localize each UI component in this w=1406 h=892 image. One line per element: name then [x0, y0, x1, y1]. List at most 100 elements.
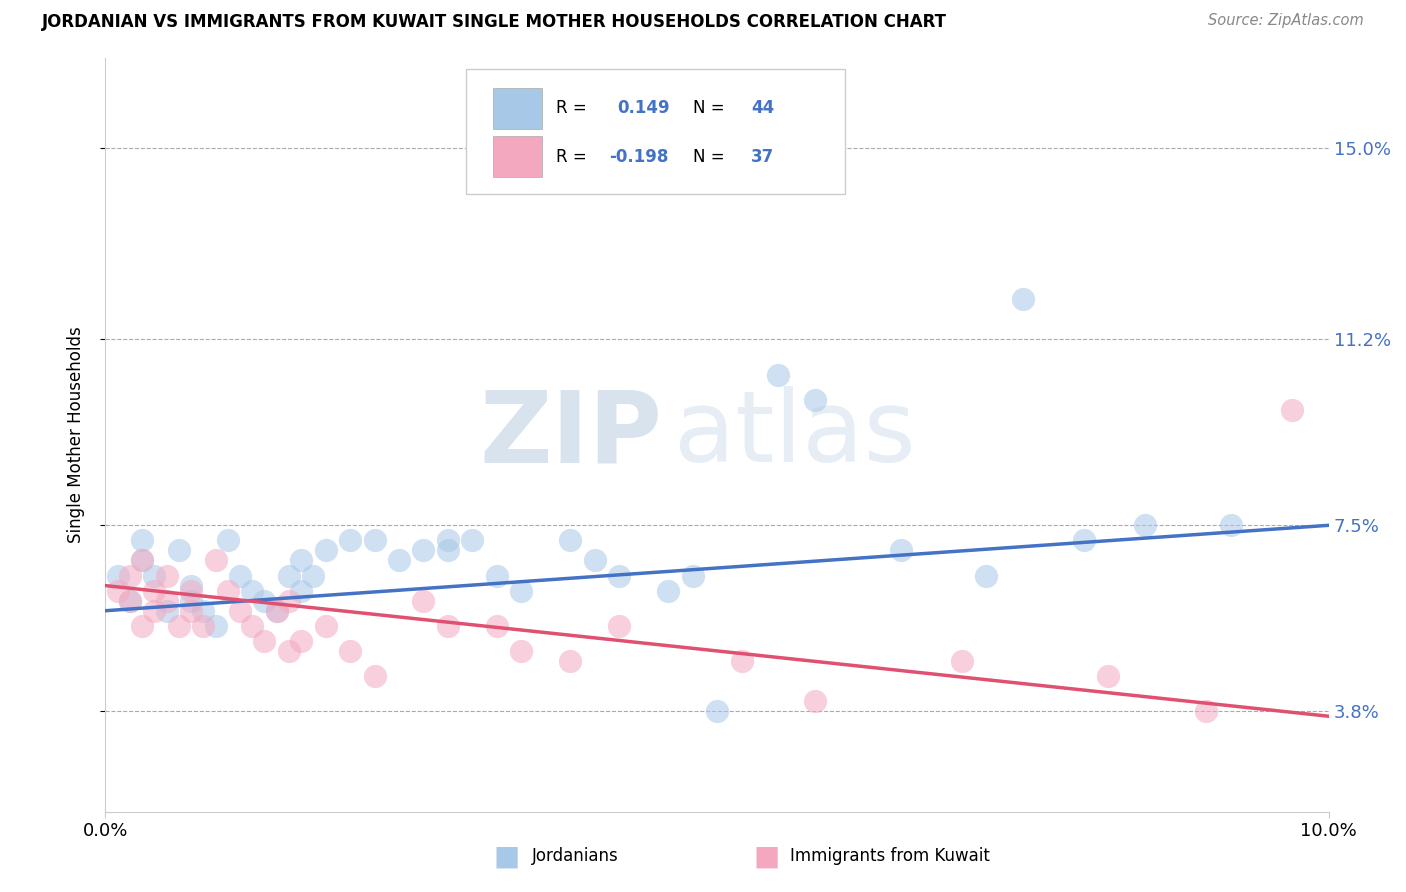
- Text: ZIP: ZIP: [479, 386, 662, 483]
- Point: [1011, 292, 1033, 306]
- Point: [229, 568, 252, 582]
- Point: [412, 593, 434, 607]
- Point: [131, 619, 153, 633]
- Point: [143, 568, 166, 582]
- Point: [315, 543, 337, 558]
- Point: [485, 568, 508, 582]
- Point: [974, 568, 997, 582]
- Text: 37: 37: [751, 148, 775, 166]
- Point: [240, 583, 263, 598]
- Point: [107, 568, 129, 582]
- Point: [118, 593, 141, 607]
- Point: [437, 619, 460, 633]
- Point: [730, 654, 752, 668]
- Point: [706, 704, 728, 718]
- Point: [1281, 402, 1303, 417]
- Point: [510, 583, 533, 598]
- Point: [607, 568, 630, 582]
- Point: [278, 568, 301, 582]
- Point: [217, 583, 239, 598]
- Point: [315, 619, 337, 633]
- Text: R =: R =: [555, 100, 586, 118]
- Point: [180, 583, 202, 598]
- Point: [437, 543, 460, 558]
- Point: [363, 533, 385, 548]
- Point: [266, 604, 288, 618]
- Point: [1195, 704, 1218, 718]
- Point: [339, 533, 361, 548]
- Point: [290, 633, 312, 648]
- Point: [607, 619, 630, 633]
- Text: JORDANIAN VS IMMIGRANTS FROM KUWAIT SINGLE MOTHER HOUSEHOLDS CORRELATION CHART: JORDANIAN VS IMMIGRANTS FROM KUWAIT SING…: [42, 13, 948, 31]
- Point: [131, 533, 153, 548]
- Point: [1073, 533, 1095, 548]
- Point: [461, 533, 484, 548]
- FancyBboxPatch shape: [494, 88, 543, 128]
- Text: 0.149: 0.149: [617, 100, 669, 118]
- Point: [560, 654, 582, 668]
- Point: [290, 553, 312, 567]
- Point: [167, 543, 190, 558]
- Point: [1133, 518, 1156, 533]
- Point: [437, 533, 460, 548]
- Point: [290, 583, 312, 598]
- Point: [204, 553, 226, 567]
- Point: [118, 568, 141, 582]
- Point: [889, 543, 911, 558]
- Text: -0.198: -0.198: [609, 148, 669, 166]
- Point: [155, 604, 177, 618]
- Point: [266, 604, 288, 618]
- Point: [143, 604, 166, 618]
- Point: [167, 619, 190, 633]
- Point: [180, 578, 202, 592]
- Point: [253, 593, 276, 607]
- Point: [583, 553, 606, 567]
- Text: atlas: atlas: [675, 386, 915, 483]
- Text: N =: N =: [693, 148, 724, 166]
- Point: [180, 593, 202, 607]
- Text: R =: R =: [555, 148, 586, 166]
- Point: [388, 553, 411, 567]
- Text: Source: ZipAtlas.com: Source: ZipAtlas.com: [1208, 13, 1364, 29]
- Point: [302, 568, 325, 582]
- Point: [278, 593, 301, 607]
- Point: [143, 583, 166, 598]
- Point: [204, 619, 226, 633]
- Text: ■: ■: [754, 842, 779, 871]
- Point: [657, 583, 679, 598]
- Point: [412, 543, 434, 558]
- Point: [363, 669, 385, 683]
- Point: [278, 644, 301, 658]
- Point: [253, 633, 276, 648]
- Point: [118, 593, 141, 607]
- Y-axis label: Single Mother Households: Single Mother Households: [66, 326, 84, 543]
- FancyBboxPatch shape: [494, 136, 543, 178]
- Point: [560, 533, 582, 548]
- Text: Immigrants from Kuwait: Immigrants from Kuwait: [790, 847, 990, 865]
- Point: [950, 654, 973, 668]
- Point: [510, 644, 533, 658]
- Point: [180, 604, 202, 618]
- Point: [804, 694, 827, 708]
- Text: 44: 44: [751, 100, 775, 118]
- Point: [339, 644, 361, 658]
- Point: [193, 619, 215, 633]
- Point: [155, 593, 177, 607]
- Point: [217, 533, 239, 548]
- Point: [131, 553, 153, 567]
- Text: Jordanians: Jordanians: [531, 847, 619, 865]
- Text: ■: ■: [494, 842, 519, 871]
- Point: [131, 553, 153, 567]
- Point: [155, 568, 177, 582]
- Point: [1219, 518, 1241, 533]
- Point: [240, 619, 263, 633]
- Text: N =: N =: [693, 100, 724, 118]
- Point: [682, 568, 704, 582]
- Point: [193, 604, 215, 618]
- FancyBboxPatch shape: [467, 70, 845, 194]
- Point: [485, 619, 508, 633]
- Point: [107, 583, 129, 598]
- Point: [1097, 669, 1119, 683]
- Point: [229, 604, 252, 618]
- Point: [768, 368, 790, 382]
